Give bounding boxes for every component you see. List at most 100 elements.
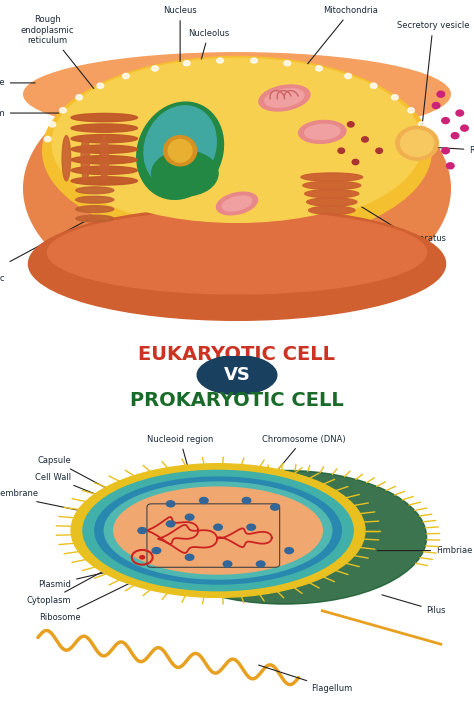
Ellipse shape <box>62 136 71 181</box>
Circle shape <box>166 501 175 507</box>
Ellipse shape <box>152 151 218 196</box>
Ellipse shape <box>43 57 431 245</box>
Text: Cytoplasm: Cytoplasm <box>0 109 59 117</box>
Circle shape <box>432 102 440 109</box>
Circle shape <box>370 83 377 88</box>
Ellipse shape <box>144 106 216 188</box>
Circle shape <box>423 137 430 141</box>
Text: Nucleolus: Nucleolus <box>181 28 229 133</box>
Ellipse shape <box>71 166 137 174</box>
Text: Plasmid: Plasmid <box>38 565 139 589</box>
Ellipse shape <box>71 124 137 132</box>
Circle shape <box>44 137 51 141</box>
Text: PROKARYOTIC CELL: PROKARYOTIC CELL <box>130 391 344 410</box>
Ellipse shape <box>71 464 365 597</box>
Ellipse shape <box>47 211 427 294</box>
Text: Capsule: Capsule <box>37 456 121 496</box>
Ellipse shape <box>57 64 417 223</box>
Circle shape <box>442 148 449 154</box>
Text: Nucleoid region: Nucleoid region <box>147 434 213 505</box>
Text: Cell membrane: Cell membrane <box>0 78 35 87</box>
Circle shape <box>451 133 459 139</box>
Text: Smooth
endoplasmic
reticulum: Smooth endoplasmic reticulum <box>0 220 88 294</box>
Circle shape <box>140 555 145 559</box>
Circle shape <box>461 125 468 131</box>
Ellipse shape <box>71 156 137 164</box>
Ellipse shape <box>76 205 114 213</box>
Circle shape <box>123 73 129 79</box>
Ellipse shape <box>71 114 137 122</box>
Circle shape <box>437 91 445 97</box>
Ellipse shape <box>164 136 197 166</box>
Circle shape <box>223 561 232 567</box>
Text: Flagellum: Flagellum <box>259 665 353 693</box>
Circle shape <box>152 66 158 71</box>
Circle shape <box>183 60 190 66</box>
Text: Plasma Membrane: Plasma Membrane <box>0 489 125 520</box>
Ellipse shape <box>137 102 223 199</box>
Ellipse shape <box>301 173 363 181</box>
Text: Mitochondria: Mitochondria <box>291 6 378 85</box>
Text: Cell Wall: Cell Wall <box>35 473 126 506</box>
Circle shape <box>97 83 104 88</box>
Circle shape <box>285 547 293 554</box>
Text: Pilus: Pilus <box>382 595 446 615</box>
Ellipse shape <box>217 192 257 215</box>
Ellipse shape <box>303 181 361 190</box>
Ellipse shape <box>222 196 252 211</box>
Ellipse shape <box>299 120 346 144</box>
Ellipse shape <box>401 130 434 156</box>
Ellipse shape <box>305 190 359 198</box>
Ellipse shape <box>83 471 353 591</box>
Circle shape <box>345 73 351 79</box>
Circle shape <box>456 110 464 116</box>
Ellipse shape <box>307 198 357 206</box>
Circle shape <box>392 95 398 100</box>
Ellipse shape <box>142 471 427 604</box>
Ellipse shape <box>305 124 340 139</box>
Circle shape <box>271 504 279 510</box>
Circle shape <box>49 122 55 127</box>
Ellipse shape <box>71 177 137 185</box>
Ellipse shape <box>95 477 341 584</box>
Text: Nucleus: Nucleus <box>163 6 197 92</box>
Text: Cytoplasm: Cytoplasm <box>27 538 164 605</box>
Ellipse shape <box>168 139 192 162</box>
Circle shape <box>447 163 454 169</box>
Circle shape <box>76 95 82 100</box>
Ellipse shape <box>197 356 277 395</box>
Ellipse shape <box>396 127 438 160</box>
Text: Chromosome (DNA): Chromosome (DNA) <box>248 434 345 505</box>
Circle shape <box>214 524 222 530</box>
Circle shape <box>152 547 161 554</box>
Text: Rough
endoplasmic
reticulum: Rough endoplasmic reticulum <box>21 16 102 100</box>
Ellipse shape <box>104 482 332 579</box>
Circle shape <box>284 60 291 66</box>
Ellipse shape <box>52 58 422 228</box>
Ellipse shape <box>114 487 322 574</box>
Circle shape <box>185 555 194 560</box>
Circle shape <box>138 528 146 533</box>
Text: VS: VS <box>224 366 250 384</box>
Text: Golgi apparatus: Golgi apparatus <box>334 190 446 242</box>
Circle shape <box>338 148 345 154</box>
Text: Fimbriae: Fimbriae <box>377 546 473 555</box>
Text: EUKARYOTIC CELL: EUKARYOTIC CELL <box>138 345 336 364</box>
Circle shape <box>347 122 354 127</box>
Ellipse shape <box>76 187 114 193</box>
Ellipse shape <box>24 53 450 136</box>
Circle shape <box>362 137 368 142</box>
Circle shape <box>166 521 175 527</box>
Circle shape <box>419 122 425 127</box>
Circle shape <box>256 561 265 567</box>
Ellipse shape <box>309 206 355 215</box>
Ellipse shape <box>76 196 114 203</box>
Ellipse shape <box>71 134 137 143</box>
Text: Ribosome: Ribosome <box>39 555 187 622</box>
Circle shape <box>352 159 359 165</box>
Ellipse shape <box>28 208 446 320</box>
Circle shape <box>316 66 322 71</box>
Text: Ribosome: Ribosome <box>368 144 474 155</box>
Ellipse shape <box>24 66 450 311</box>
Text: Secretory vesicle: Secretory vesicle <box>397 21 469 125</box>
